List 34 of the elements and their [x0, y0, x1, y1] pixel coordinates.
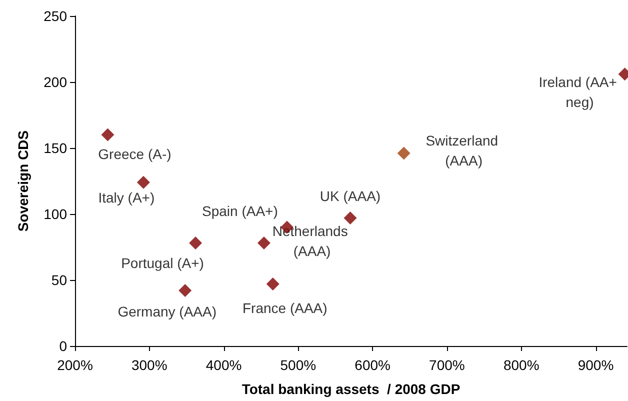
x-tick-label: 800% — [503, 357, 540, 373]
point — [136, 176, 150, 189]
x-tick-label: 600% — [354, 357, 390, 373]
point — [189, 236, 202, 250]
point — [344, 211, 357, 224]
y-tick-label: 100 — [44, 206, 68, 222]
annotation: Italy (A+) — [98, 189, 155, 206]
annotation: Portugal (A+) — [121, 255, 204, 272]
x-tick-label: 300% — [131, 357, 168, 373]
point — [101, 128, 114, 142]
annotation: Netherlands (AAA) — [272, 223, 352, 260]
y-tick-label: 250 — [44, 8, 68, 24]
y-tick-label: 50 — [51, 272, 68, 288]
annotation: UK (AAA) — [320, 188, 381, 204]
y-tick-label: 150 — [44, 140, 68, 156]
annotation: Ireland (AA+ neg) — [538, 74, 621, 110]
x-tick-label: 200% — [57, 357, 93, 373]
y-tick-label: 200 — [44, 74, 68, 90]
y-tick-label: 0 — [59, 338, 68, 354]
y-axis-title: Sovereign CDS — [15, 130, 31, 232]
x-axis-title: Total banking assets / 2008 GDP — [242, 381, 460, 397]
x-tick-label: 700% — [429, 357, 465, 373]
x-tick-label: 400% — [206, 357, 242, 373]
point — [397, 146, 410, 160]
x-tick-label: 500% — [280, 357, 316, 373]
point — [266, 277, 280, 290]
point — [257, 236, 270, 250]
annotation: Spain (AA+) — [202, 203, 278, 220]
point — [178, 284, 192, 298]
annotation: France (AAA) — [242, 300, 328, 316]
annotation: Germany (AAA) — [118, 304, 217, 320]
annotation: Switzerland (AAA) — [426, 132, 502, 168]
annotation: Greece (A-) — [98, 146, 172, 162]
x-tick-label: 900% — [578, 357, 614, 373]
